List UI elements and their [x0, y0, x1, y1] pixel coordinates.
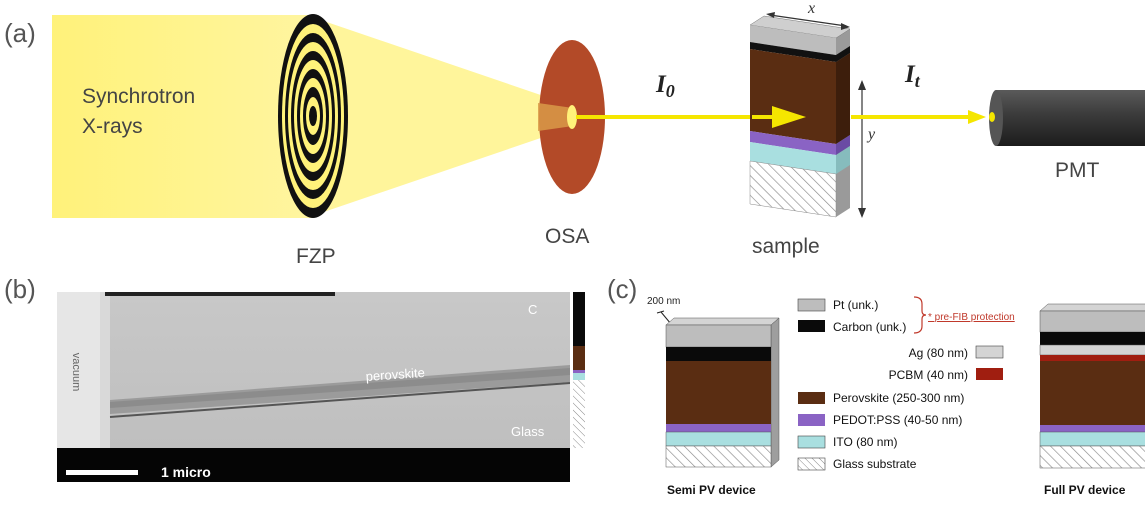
panel-a-label: (a): [4, 18, 36, 48]
legend-carbon: Carbon (unk.): [833, 320, 906, 334]
source-label-line2: X-rays: [82, 115, 143, 138]
panel-c-label: (c): [607, 274, 637, 304]
sample-label: sample: [752, 235, 820, 258]
legend-pedot: PEDOT:PSS (40-50 nm): [833, 413, 962, 427]
transmitted-beam-label: It: [904, 61, 921, 91]
x-dimension-arrow: [769, 14, 847, 27]
vacuum-region: [57, 292, 105, 448]
scale-bar-area: [57, 448, 585, 482]
semi-pv-stack: [665, 317, 780, 468]
sample-pt-layer: [750, 25, 836, 55]
semi-caption: Semi PV device: [667, 483, 756, 497]
pre-fib-label: * pre-FIB protection: [928, 312, 1015, 323]
y-axis-label: y: [866, 126, 876, 143]
cone-through-osa: [538, 103, 573, 131]
perovskite-label: perovskite: [365, 365, 425, 384]
c-scale-label: 200 nm: [647, 296, 680, 307]
pre-fib-brace: [913, 296, 927, 334]
sample-stack: [749, 15, 851, 218]
panel-b-label: (b): [4, 274, 36, 304]
top-protection-edge: [105, 292, 335, 296]
panel-b: (b) vacuum C perovskite Gl: [4, 274, 585, 482]
osa-label: OSA: [545, 225, 589, 248]
sample-perovskite-layer: [750, 49, 836, 144]
legend-swatch-ito: [797, 435, 826, 449]
scale-label: 1 micro: [161, 464, 211, 480]
transmitted-arrowhead: [968, 110, 986, 124]
legend-swatch-perovskite: [798, 392, 825, 404]
legend-swatch-ag: [975, 345, 1004, 359]
osa-pinhole: [567, 105, 577, 129]
full-caption: Full PV device: [1044, 483, 1126, 497]
sample-ito-layer: [750, 142, 836, 174]
legend-ag: Ag (80 nm): [909, 346, 968, 360]
pmt-detector: [989, 90, 1145, 146]
legend-glass: Glass substrate: [833, 457, 917, 471]
incident-beam-subscript: 0: [666, 81, 675, 101]
legend: Pt (unk.) Carbon (unk.) * pre-FIB protec…: [797, 296, 1015, 471]
legend-swatch-carbon: [798, 320, 825, 332]
tem-image: [57, 292, 585, 482]
substrate-interface: [109, 382, 571, 418]
legend-swatch-pcbm: [976, 368, 1003, 380]
source-label-line1: Synchrotron: [82, 85, 195, 108]
transmitted-beam-subscript: t: [915, 71, 921, 91]
focusing-cone: [312, 17, 573, 216]
glass-label: Glass: [511, 424, 545, 439]
sample-carbon-layer: [750, 42, 836, 62]
sample-glass-layer: [749, 160, 837, 218]
c-label: C: [528, 302, 537, 317]
legend-ito: ITO (80 nm): [833, 435, 897, 449]
fzp-zone-plate: [278, 14, 348, 218]
synchrotron-beam: [52, 15, 314, 218]
legend-pcbm: PCBM (40 nm): [889, 368, 968, 382]
fzp-label: FZP: [296, 245, 336, 268]
panel-a: (a) Synchrotron X-rays FZP OSA I0: [4, 0, 1145, 268]
full-pv-stack: [1039, 303, 1145, 469]
legend-swatch-glass: [797, 457, 826, 471]
legend-pt: Pt (unk.): [833, 298, 878, 312]
beam-arrowhead: [772, 106, 806, 128]
incident-beam-label: I0: [655, 71, 675, 101]
vacuum-label: vacuum: [70, 353, 82, 392]
x-axis-label: x: [807, 0, 815, 17]
legend-perovskite: Perovskite (250-300 nm): [833, 391, 964, 405]
legend-swatch-pedot: [798, 414, 825, 426]
legend-swatch-pt: [797, 298, 826, 312]
scale-bar: [66, 470, 138, 475]
pmt-label: PMT: [1055, 159, 1100, 182]
panel-c: (c) 200 nm Semi PV device Pt (unk.) Carb…: [607, 274, 1145, 497]
sample-pedot-layer: [750, 131, 836, 155]
